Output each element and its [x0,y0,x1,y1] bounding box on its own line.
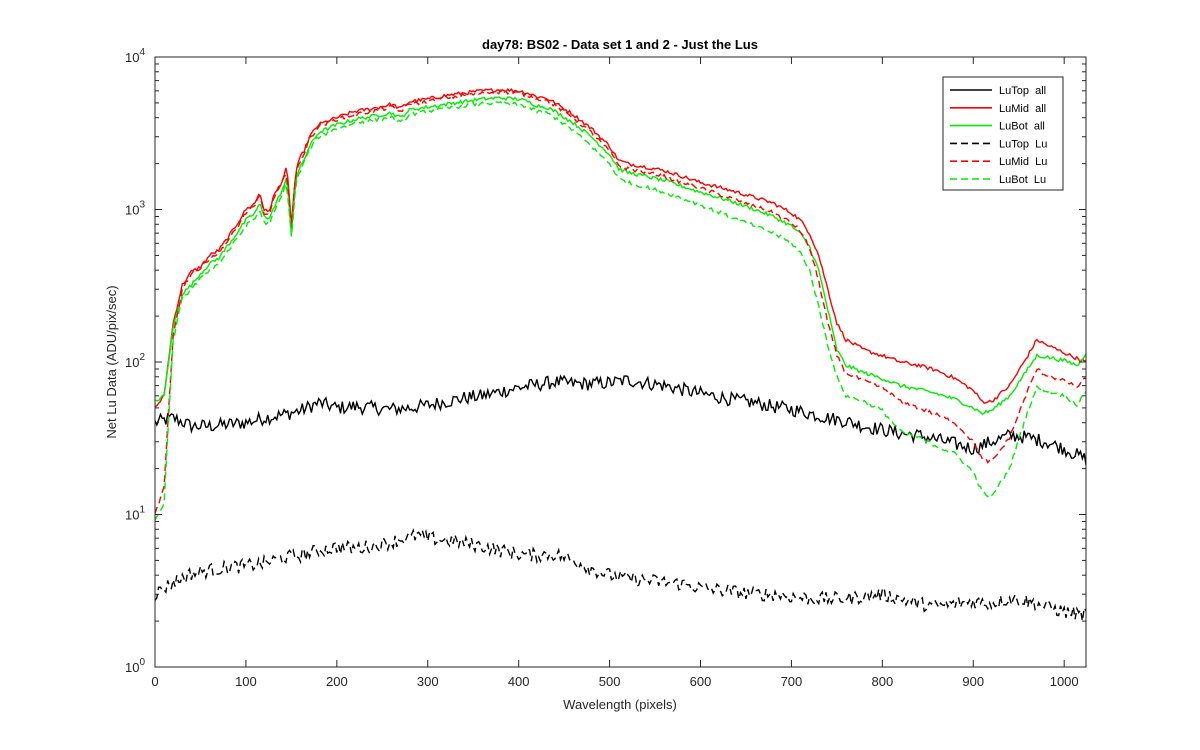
x-axis-label: Wavelength (pixels) [563,697,677,712]
series-line-lubot-all [155,96,1086,416]
x-tick-label: 800 [871,674,893,689]
y-axis-label: Net Lu Data (ADU/pix/sec) [104,285,119,438]
y-tick-label: 103 [125,200,145,218]
y-tick-exponent: 4 [139,47,145,58]
y-tick-exponent: 1 [139,505,145,516]
y-tick-base: 10 [125,50,139,65]
x-tick-label: 200 [326,674,348,689]
x-tick-label: 900 [962,674,984,689]
y-tick-label: 104 [125,47,145,65]
chart-title: day78: BS02 - Data set 1 and 2 - Just th… [482,37,758,52]
y-tick-base: 10 [125,203,139,218]
plot-area [155,57,1086,667]
y-tick-base: 10 [125,660,139,675]
x-tick-label: 600 [690,674,712,689]
x-tick-label: 400 [508,674,530,689]
series-line-lutop-all [155,374,1086,466]
series-line-lumid-lu [155,89,1086,514]
y-tick-label: 101 [125,505,145,523]
x-tick-label: 0 [151,674,158,689]
legend-box [942,76,1064,191]
x-tick-label: 700 [781,674,803,689]
y-tick-base: 10 [125,355,139,370]
series-line-lumid-all [155,87,1086,408]
legend-label-lutop-lu: LuTop Lu [999,138,1047,150]
series-line-lutop-lu [155,528,1086,621]
y-tick-exponent: 2 [139,352,145,363]
legend-label-lumid-all: LuMid all [999,103,1046,115]
x-tick-label: 1000 [1050,674,1079,689]
legend-label-lubot-all: LuBot all [999,121,1045,133]
y-tick-label: 100 [125,657,145,675]
series-line-lubot-lu [155,100,1086,521]
legend-label-lutop-all: LuTop all [999,85,1046,97]
x-axis: 0 100 200 300 400 500 600 700 800 900 1000 [151,57,1079,689]
x-tick-label: 500 [599,674,621,689]
y-tick-exponent: 3 [139,200,145,211]
series-layer [155,87,1086,621]
legend-label-lumid-lu: LuMid Lu [999,156,1047,168]
x-tick-label: 100 [235,674,257,689]
y-tick-label: 102 [125,352,145,370]
x-tick-label: 300 [417,674,439,689]
y-tick-exponent: 0 [139,657,145,668]
y-tick-base: 10 [125,508,139,523]
legend-label-lubot-lu: LuBot Lu [999,174,1046,186]
legend: LuTop all LuMid all LuBot all LuTop Lu LuMid… [942,76,1064,191]
